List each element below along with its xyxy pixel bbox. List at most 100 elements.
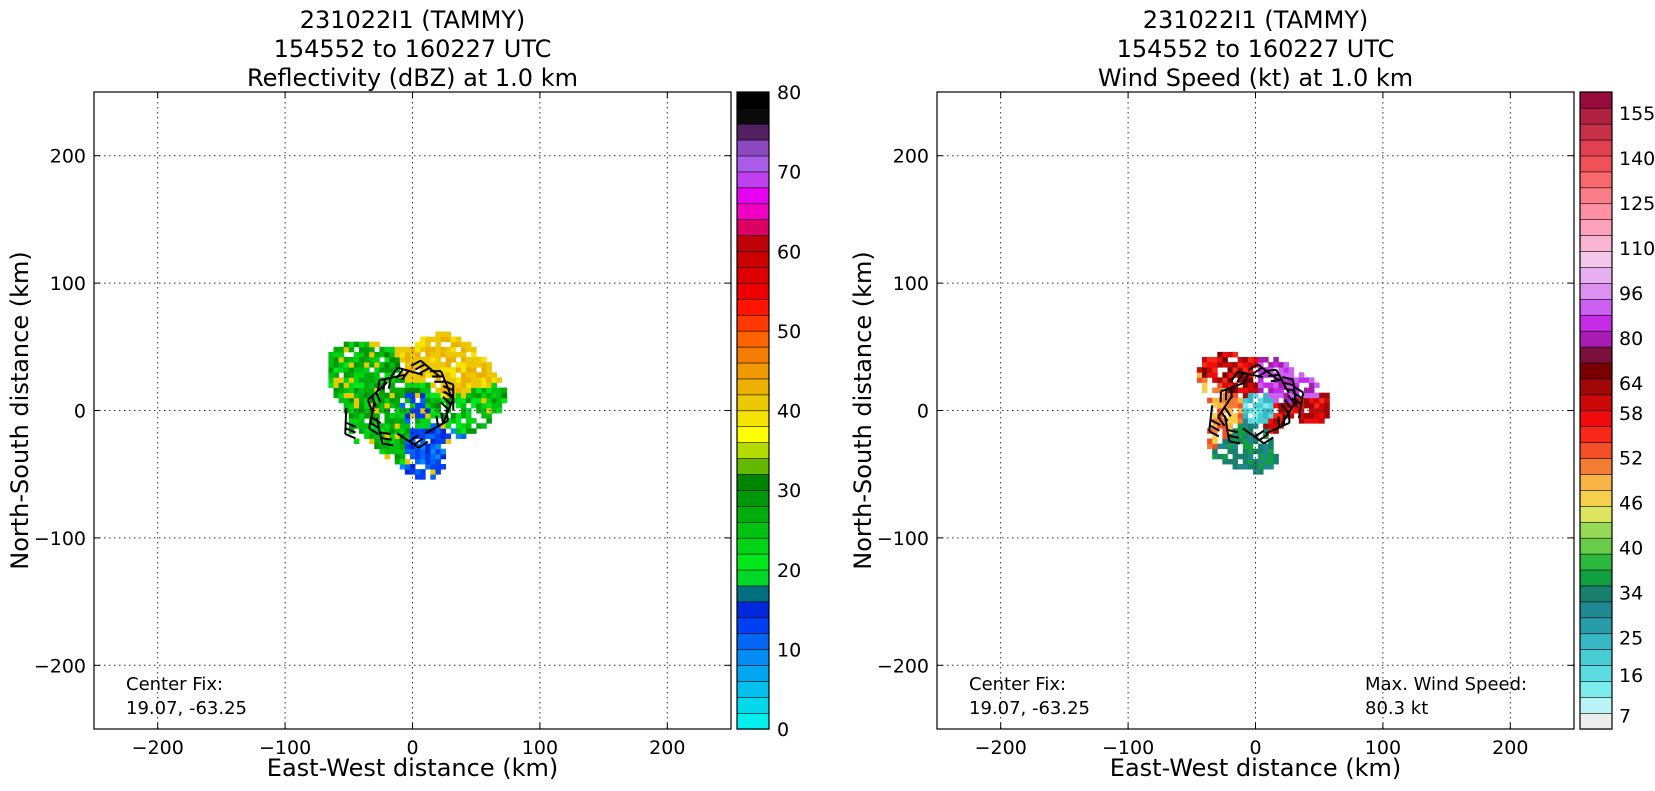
field-cell bbox=[354, 439, 359, 444]
field-cell bbox=[1314, 418, 1319, 423]
field-cell bbox=[1233, 352, 1238, 357]
field-cell bbox=[359, 367, 364, 372]
field-cell bbox=[1324, 413, 1329, 418]
field-cell bbox=[420, 459, 425, 464]
colorbar-segment bbox=[737, 490, 769, 506]
field-cell bbox=[1324, 393, 1329, 398]
field-cell bbox=[1243, 388, 1248, 393]
colorbar-segment bbox=[737, 188, 769, 204]
field-cell bbox=[430, 362, 435, 367]
field-cell bbox=[364, 393, 369, 398]
field-cell bbox=[420, 377, 425, 382]
field-cell bbox=[344, 347, 349, 352]
field-cell bbox=[354, 418, 359, 423]
field-cell bbox=[1258, 382, 1263, 387]
field-cell bbox=[395, 347, 400, 352]
field-cell bbox=[1304, 377, 1309, 382]
colorbar-tick-label: 140 bbox=[1619, 148, 1655, 170]
field-cell bbox=[1273, 403, 1278, 408]
field-cell bbox=[1202, 362, 1207, 367]
field-cell bbox=[1263, 393, 1268, 398]
field-cell bbox=[1238, 357, 1243, 362]
field-cell bbox=[456, 367, 461, 372]
field-cell bbox=[435, 403, 440, 408]
field-cell bbox=[1319, 413, 1324, 418]
field-cell bbox=[1248, 418, 1253, 423]
field-cell bbox=[425, 464, 430, 469]
colorbar-segment bbox=[737, 602, 769, 618]
field-cell bbox=[339, 388, 344, 393]
field-cell bbox=[471, 418, 476, 423]
field-cell bbox=[359, 423, 364, 428]
field-cell bbox=[425, 423, 430, 428]
field-cell bbox=[456, 342, 461, 347]
field-cell bbox=[359, 403, 364, 408]
field-cell bbox=[1243, 439, 1248, 444]
field-cell bbox=[1222, 372, 1227, 377]
field-cell bbox=[1273, 382, 1278, 387]
x-tick-label: −200 bbox=[132, 737, 184, 759]
field-cell bbox=[456, 418, 461, 423]
field-cell bbox=[364, 347, 369, 352]
field-cell bbox=[486, 413, 491, 418]
field-cell bbox=[430, 393, 435, 398]
colorbar-segment bbox=[737, 697, 769, 713]
field-cell bbox=[435, 332, 440, 337]
field-cell bbox=[1238, 413, 1243, 418]
chart-title-line: Reflectivity (dBZ) at 1.0 km bbox=[247, 64, 578, 92]
field-cell bbox=[415, 459, 420, 464]
field-cell bbox=[1263, 418, 1268, 423]
field-cell bbox=[1217, 382, 1222, 387]
field-cell bbox=[1197, 367, 1202, 372]
colorbar-segment bbox=[1580, 522, 1612, 538]
x-axis-label: East-West distance (km) bbox=[1110, 754, 1401, 782]
field-cell bbox=[1284, 367, 1289, 372]
colorbar-segment bbox=[737, 156, 769, 172]
field-cell bbox=[1268, 362, 1273, 367]
field-cell bbox=[384, 347, 389, 352]
field-cell bbox=[461, 347, 466, 352]
annotation-text: Center Fix: bbox=[126, 674, 223, 695]
colorbar-segment bbox=[737, 426, 769, 442]
field-cell bbox=[364, 357, 369, 362]
field-cell bbox=[441, 428, 446, 433]
field-cell bbox=[364, 377, 369, 382]
field-cell bbox=[430, 403, 435, 408]
field-cell bbox=[430, 449, 435, 454]
field-cell bbox=[400, 403, 405, 408]
field-cell bbox=[1289, 372, 1294, 377]
field-cell bbox=[486, 377, 491, 382]
field-cell bbox=[471, 428, 476, 433]
field-cell bbox=[1258, 459, 1263, 464]
y-tick-label: −200 bbox=[877, 655, 929, 677]
field-cell bbox=[1263, 382, 1268, 387]
field-cell bbox=[369, 347, 374, 352]
field-cell bbox=[400, 464, 405, 469]
field-cell bbox=[481, 393, 486, 398]
wind-barb-flag bbox=[1271, 380, 1282, 381]
field-cell bbox=[466, 398, 471, 403]
field-cell bbox=[481, 382, 486, 387]
field-cell bbox=[425, 403, 430, 408]
field-cell bbox=[497, 377, 502, 382]
field-cell bbox=[1273, 357, 1278, 362]
field-cell bbox=[456, 398, 461, 403]
field-cell bbox=[430, 433, 435, 438]
field-cell bbox=[1289, 367, 1294, 372]
field-cell bbox=[364, 367, 369, 372]
field-cell bbox=[349, 357, 354, 362]
field-cell bbox=[435, 459, 440, 464]
chart-title-line: 154552 to 160227 UTC bbox=[1117, 35, 1395, 63]
field-cell bbox=[415, 449, 420, 454]
colorbar-segment bbox=[1580, 331, 1612, 347]
field-cell bbox=[359, 428, 364, 433]
field-cell bbox=[461, 352, 466, 357]
colorbar-segment bbox=[1580, 474, 1612, 490]
field-cell bbox=[1212, 398, 1217, 403]
field-cell bbox=[1309, 393, 1314, 398]
field-cell bbox=[1273, 454, 1278, 459]
field-cell bbox=[354, 362, 359, 367]
field-cell bbox=[1227, 449, 1232, 454]
field-cell bbox=[1233, 388, 1238, 393]
